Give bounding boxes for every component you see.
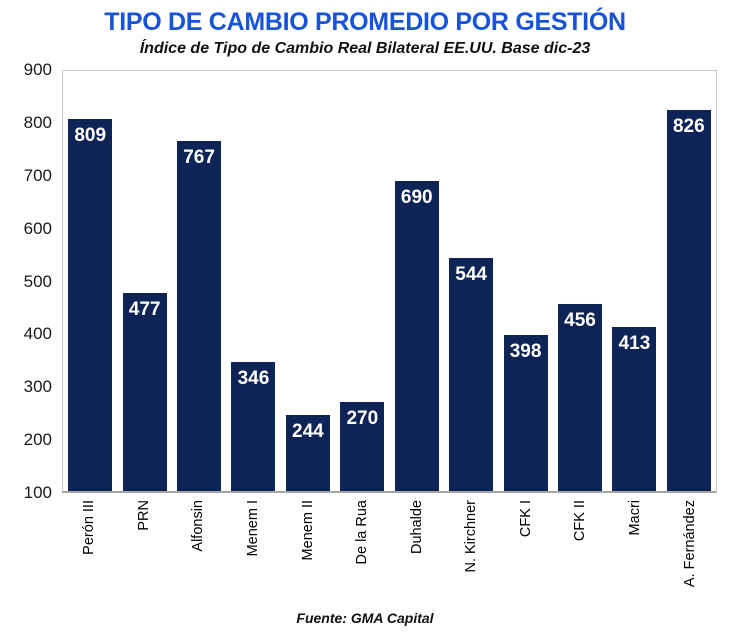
x-tick-slot: Alfonsin — [171, 500, 226, 608]
x-tick-slot: Menem II — [280, 500, 335, 608]
bar-value-label: 544 — [455, 263, 487, 285]
y-tick-label: 100 — [23, 483, 52, 502]
bar-value-label: 809 — [74, 124, 107, 146]
plot-area: 809 477 767 346 244 270 690 544 398 456 413 826 — [62, 70, 717, 493]
bar: 456 — [558, 304, 602, 491]
y-tick-label: 200 — [23, 430, 52, 450]
chart-title: TIPO DE CAMBIO PROMEDIO POR GESTIÓN — [104, 8, 626, 36]
bar-value-label: 270 — [346, 407, 379, 429]
bar-slot: 544 — [444, 71, 498, 491]
bar-slot: 346 — [226, 71, 280, 491]
x-tick-slot: CFK I — [499, 500, 554, 608]
bar-value-label: 346 — [237, 367, 270, 389]
x-tick-label: Macri — [627, 500, 644, 536]
x-axis-row: Perón III PRN Alfonsin Menem I Menem II De la… — [0, 493, 717, 608]
x-tick-label: N. Kirchner — [463, 500, 480, 573]
bar-slot: 690 — [390, 71, 444, 491]
x-tick-slot: CFK II — [553, 500, 608, 608]
bar: 346 — [231, 361, 276, 491]
bar-value-label: 477 — [128, 299, 161, 321]
bar: 826 — [666, 109, 711, 491]
y-tick-label: 900 — [23, 60, 52, 79]
y-axis-spacer — [0, 493, 62, 608]
bar-slot: 244 — [281, 71, 335, 491]
x-tick-slot: N. Kirchner — [444, 500, 499, 608]
bar-value-label: 413 — [618, 332, 651, 354]
x-tick-label: Menem I — [245, 500, 262, 557]
x-tick-slot: Macri — [608, 500, 663, 608]
bar: 477 — [122, 293, 167, 491]
bar-slot: 767 — [172, 71, 226, 491]
bar-value-label: 690 — [400, 187, 433, 209]
y-tick-label: 400 — [23, 324, 52, 344]
x-tick-label: A. Fernández — [681, 500, 698, 588]
bar-slot: 413 — [607, 71, 661, 491]
x-tick-slot: PRN — [117, 500, 172, 608]
x-tick-label: De la Rua — [354, 500, 371, 565]
bar-slot: 809 — [63, 71, 117, 491]
bar-slot: 398 — [498, 71, 552, 491]
bar: 413 — [612, 326, 657, 491]
x-tick-slot: Menem I — [226, 500, 281, 608]
bars-container: 809 477 767 346 244 270 690 544 398 456 413 826 — [63, 71, 716, 491]
bar: 270 — [340, 401, 385, 491]
x-tick-label: CFK I — [517, 500, 534, 538]
bar-slot: 477 — [117, 71, 171, 491]
x-tick-slot: Perón III — [62, 500, 117, 608]
bar: 690 — [394, 181, 439, 491]
x-tick-label: Perón III — [81, 500, 98, 555]
y-tick-label: 300 — [23, 377, 52, 397]
bar: 544 — [449, 257, 494, 491]
source-note: Fuente: GMA Capital — [296, 610, 434, 626]
bar-value-label: 826 — [672, 115, 705, 137]
x-tick-label: PRN — [135, 500, 152, 531]
x-tick-slot: De la Rua — [335, 500, 390, 608]
bar-slot: 270 — [335, 71, 389, 491]
bar: 244 — [285, 415, 330, 491]
x-tick-label: Menem II — [299, 500, 316, 561]
x-tick-label: CFK II — [572, 500, 589, 542]
bar-chart: 900 800 700 600 500 400 300 200 100 809 477 767 346… — [0, 60, 730, 608]
y-tick-label: 700 — [23, 165, 52, 185]
y-tick-label: 500 — [23, 271, 52, 291]
bar: 767 — [177, 140, 222, 491]
bar-value-label: 767 — [183, 146, 215, 168]
x-tick-slot: Duhalde — [389, 500, 444, 608]
bar: 398 — [503, 334, 548, 491]
x-tick-label: Duhalde — [408, 500, 425, 555]
y-axis: 900 800 700 600 500 400 300 200 100 — [0, 60, 62, 502]
chart-subtitle: Índice de Tipo de Cambio Real Bilateral … — [139, 40, 591, 57]
chart-plot-row: 900 800 700 600 500 400 300 200 100 809 477 767 346… — [0, 60, 717, 502]
bar-value-label: 398 — [509, 340, 542, 362]
bar: 809 — [68, 118, 113, 491]
y-tick-label: 800 — [23, 112, 52, 132]
bar-slot: 456 — [553, 71, 607, 491]
bar-slot: 826 — [662, 71, 716, 491]
bar-value-label: 244 — [292, 421, 324, 443]
bar-value-label: 456 — [564, 310, 596, 332]
x-tick-slot: A. Fernández — [662, 500, 717, 608]
x-axis-labels: Perón III PRN Alfonsin Menem I Menem II De la… — [62, 500, 717, 608]
x-tick-label: Alfonsin — [190, 500, 207, 552]
y-tick-label: 600 — [23, 218, 52, 238]
